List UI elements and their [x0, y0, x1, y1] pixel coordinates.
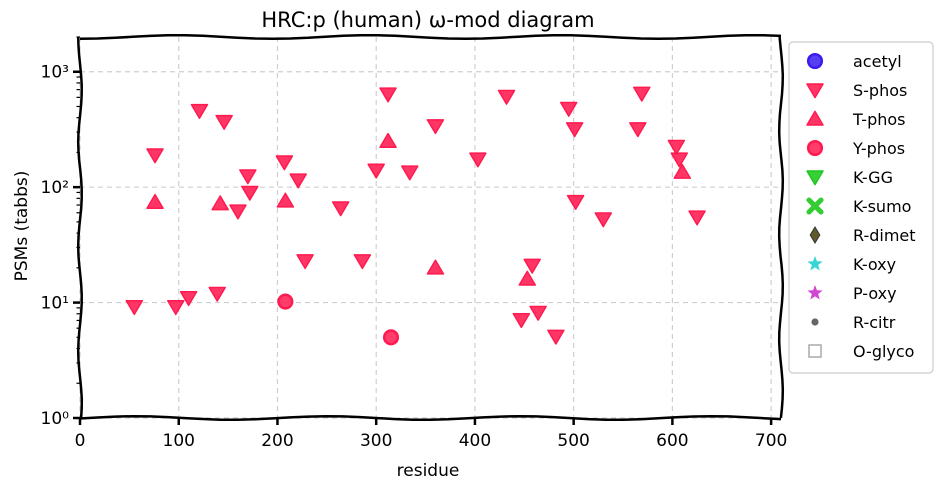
data-point-s-phos	[125, 300, 144, 316]
frame-top	[79, 33, 782, 41]
legend-marker-p-oxy	[807, 285, 823, 300]
legend-marker-k-sumo	[806, 197, 824, 215]
legend-marker-o-glyco	[808, 344, 822, 358]
data-point-s-phos	[426, 119, 445, 135]
axis-ticks: 0 100 200 300 400 500 600 700 10⁰ 10¹ 10² 10³	[41, 36, 787, 451]
data-point-s-phos	[208, 286, 226, 302]
data-point-t-phos	[426, 259, 445, 275]
legend-label: T-phos	[852, 110, 906, 129]
legend-marker-acetyl	[806, 52, 824, 70]
data-point-s-phos	[146, 148, 164, 164]
legend-label: O-glyco	[853, 342, 914, 361]
legend-marker-k-gg	[806, 170, 824, 186]
legend-label: R-citr	[853, 313, 896, 332]
legend-label: K-sumo	[853, 197, 911, 216]
legend-label: Y-phos	[852, 139, 905, 158]
legend-marker-r-dimet	[809, 226, 821, 244]
y-tick-label: 10³	[41, 63, 69, 83]
x-tick-label: 400	[459, 431, 491, 451]
data-point-s-phos	[289, 173, 307, 189]
x-tick-label: 600	[656, 431, 688, 451]
data-point-s-phos	[401, 165, 419, 181]
data-point-t-phos	[211, 195, 229, 211]
data-point-y-phos	[277, 293, 294, 310]
legend-marker-r-citr	[811, 318, 819, 326]
data-point-s-phos	[566, 194, 585, 210]
data-point-s-phos	[331, 201, 350, 217]
data-point-s-phos	[239, 169, 257, 185]
data-point-s-phos	[167, 300, 185, 316]
legend-marker-s-phos	[806, 83, 824, 99]
data-point-y-phos	[382, 329, 400, 346]
data-point-s-phos	[529, 305, 547, 321]
data-point-s-phos	[469, 152, 487, 168]
plot-frame	[76, 33, 785, 422]
data-point-s-phos	[688, 210, 706, 226]
data-point-s-phos	[367, 163, 385, 179]
y-tick-label: 10⁰	[41, 409, 70, 429]
data-point-s-phos	[190, 103, 209, 120]
data-point-s-phos	[241, 185, 259, 201]
legend-label: S-phos	[853, 81, 907, 100]
grid	[79, 37, 781, 419]
data-point-s-phos	[565, 122, 584, 138]
legend-label: R-dimet	[853, 226, 916, 245]
frame-right	[777, 36, 785, 419]
data-point-t-phos	[518, 270, 537, 286]
frame-left	[76, 36, 84, 419]
y-axis-label: PSMs (tabbs)	[12, 171, 32, 282]
x-tick-label: 0	[75, 431, 86, 451]
data-point-t-phos	[379, 132, 397, 148]
data-point-s-phos	[229, 204, 247, 220]
x-tick-label: 700	[755, 431, 787, 451]
data-points	[125, 86, 706, 346]
x-tick-label: 300	[360, 431, 392, 451]
x-axis-label: residue	[397, 461, 460, 481]
data-point-s-phos	[215, 114, 233, 130]
data-point-s-phos	[629, 122, 647, 138]
data-point-s-phos	[547, 329, 565, 345]
data-point-s-phos	[594, 212, 613, 228]
data-point-s-phos	[670, 152, 689, 168]
y-tick-label: 10²	[41, 178, 69, 198]
data-point-s-phos	[379, 87, 397, 103]
frame-bottom	[79, 414, 782, 422]
data-point-s-phos	[667, 139, 686, 155]
data-point-t-phos	[673, 163, 692, 179]
legend-box	[788, 41, 934, 374]
legend-label: P-oxy	[853, 284, 897, 303]
data-point-s-phos	[296, 254, 314, 270]
data-point-t-phos	[276, 192, 295, 208]
data-point-s-phos	[353, 254, 372, 270]
data-point-t-phos	[146, 193, 164, 210]
data-point-s-phos	[275, 155, 294, 171]
legend-label: K-GG	[853, 168, 893, 187]
y-tick-label: 10¹	[41, 294, 69, 314]
data-point-s-phos	[523, 258, 541, 274]
legend-marker-k-oxy	[807, 256, 823, 271]
legend-marker-y-phos	[806, 139, 824, 157]
legend-label: acetyl	[853, 52, 902, 71]
data-point-s-phos	[512, 312, 531, 329]
x-tick-label: 200	[261, 431, 293, 451]
legend: acetyl S-phos T-phos Y-phos K-GG K-sumo R-dime…	[788, 41, 934, 374]
data-point-s-phos	[633, 86, 651, 102]
x-tick-label: 100	[163, 431, 195, 451]
legend-label: K-oxy	[853, 255, 896, 274]
data-point-s-phos	[559, 101, 578, 117]
data-point-s-phos	[497, 89, 516, 105]
data-point-s-phos	[179, 291, 198, 307]
x-tick-label: 500	[557, 431, 589, 451]
legend-marker-t-phos	[806, 110, 824, 126]
chart-title: HRC:p (human) ω-mod diagram	[261, 8, 594, 32]
